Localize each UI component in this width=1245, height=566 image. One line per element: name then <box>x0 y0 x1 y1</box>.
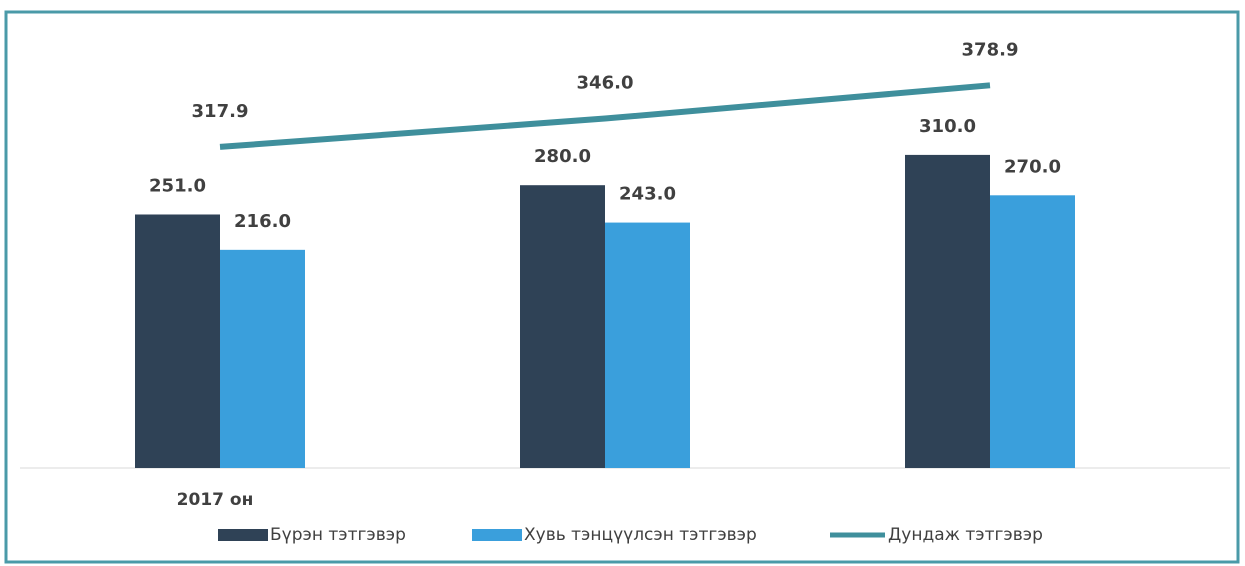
value-label: 216.0 <box>234 211 291 232</box>
bar <box>905 154 990 468</box>
bar <box>135 214 220 468</box>
line <box>219 82 991 150</box>
legend-swatch <box>218 529 268 541</box>
value-label: 280.0 <box>534 146 591 167</box>
bar <box>990 195 1075 469</box>
x-tick-label: 2017 он <box>177 490 254 510</box>
legend-swatch <box>472 529 522 541</box>
legend-label: Дундаж тэтгэвэр <box>888 525 1043 545</box>
value-label: 243.0 <box>619 184 676 205</box>
legend-label: Бүрэн тэтгэвэр <box>270 525 406 545</box>
value-label: 346.0 <box>577 73 634 94</box>
value-label: 270.0 <box>1004 156 1061 177</box>
bar <box>520 185 605 468</box>
value-label: 310.0 <box>919 116 976 137</box>
value-label: 378.9 <box>962 39 1019 60</box>
bar <box>605 222 690 468</box>
value-label: 251.0 <box>149 175 206 196</box>
legend-label: Хувь тэнцүүлсэн тэтгэвэр <box>524 525 757 545</box>
bar <box>220 249 305 468</box>
value-label: 317.9 <box>192 101 249 122</box>
